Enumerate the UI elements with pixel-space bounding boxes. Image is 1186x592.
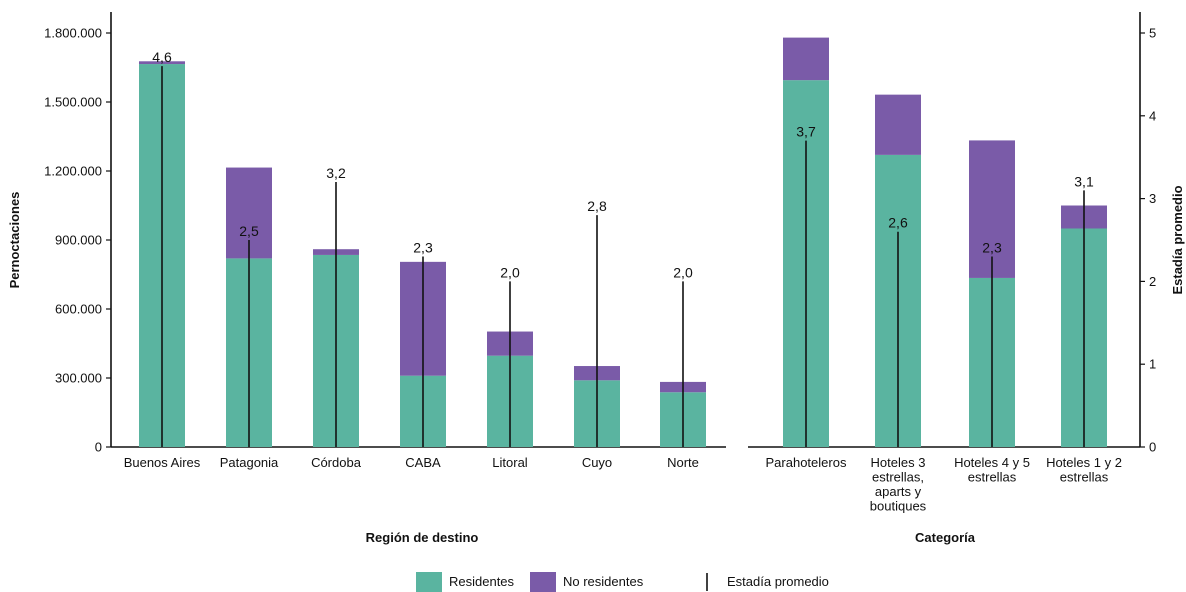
category-label: Cuyo [582, 455, 612, 470]
legend: Residentes No residentes Estadía promedi… [416, 572, 829, 592]
right-axis-tick-label: 2 [1149, 274, 1156, 289]
category-label-line: Norte [667, 455, 699, 470]
right-axis-tick-label: 0 [1149, 440, 1156, 455]
x-axis-title-categoria: Categoría [915, 530, 976, 545]
panel-categoria: 3,7 Parahoteleros 2,6 Hoteles 3 estrellas, ap… [748, 37, 1140, 514]
left-axis-tick-label: 0 [95, 440, 102, 455]
legend-label-no-residentes: No residentes [563, 574, 644, 589]
category-label-line: Buenos Aires [124, 455, 201, 470]
category-label-line: estrellas [968, 470, 1017, 485]
left-axis-tick-label: 1.500.000 [44, 95, 102, 110]
category-label-line: Hoteles 3 [871, 455, 926, 470]
left-axis-tick-label: 1.200.000 [44, 164, 102, 179]
estadia-label: 2,8 [587, 198, 607, 214]
estadia-label: 3,1 [1074, 173, 1094, 189]
category-label-line: boutiques [870, 499, 927, 514]
category-label-line: Hoteles 1 y 2 [1046, 455, 1122, 470]
estadia-label: 2,3 [413, 240, 433, 256]
right-axis-tick-label: 4 [1149, 108, 1156, 123]
category-label-line: Hoteles 4 y 5 [954, 455, 1030, 470]
category-label-line: estrellas, [872, 470, 924, 485]
left-axis-title: Pernoctaciones [7, 192, 22, 289]
category-label: Patagonia [220, 455, 279, 470]
estadia-label: 2,6 [888, 215, 908, 231]
right-axis-tick-label: 3 [1149, 191, 1156, 206]
estadia-label: 2,3 [982, 240, 1002, 256]
estadia-label: 3,2 [326, 165, 346, 181]
legend-label-residentes: Residentes [449, 574, 515, 589]
bar-no-residentes [139, 61, 185, 65]
left-axis-tick-label: 900.000 [55, 233, 102, 248]
panel-region-destino: 4,6 Buenos Aires 2,5 Patagonia 3,2 Córdoba 2,3… [111, 49, 726, 470]
left-axis: 0 300.000 600.000 900.000 1.200.000 1.500.000… [44, 12, 112, 455]
category-label-line: Patagonia [220, 455, 279, 470]
left-axis-tick-label: 300.000 [55, 371, 102, 386]
bar-no-residentes [969, 140, 1015, 278]
category-label: Norte [667, 455, 699, 470]
category-label-line: Cuyo [582, 455, 612, 470]
category-label: Hoteles 3 estrellas, aparts y boutiques [870, 455, 927, 514]
estadia-label: 3,7 [796, 124, 816, 140]
estadia-label: 2,5 [239, 223, 259, 239]
left-axis-tick-label: 600.000 [55, 302, 102, 317]
right-axis-tick-label: 5 [1149, 26, 1156, 41]
category-label: Hoteles 4 y 5 estrellas [954, 455, 1030, 485]
category-label-line: Córdoba [311, 455, 362, 470]
legend-swatch-residentes [416, 572, 442, 592]
legend-swatch-no-residentes [530, 572, 556, 592]
category-label-line: CABA [405, 455, 441, 470]
category-label-line: aparts y [875, 484, 922, 499]
category-label-line: Parahoteleros [766, 455, 847, 470]
category-label: Córdoba [311, 455, 362, 470]
right-axis-tick-label: 1 [1149, 357, 1156, 372]
left-axis-tick-label: 1.800.000 [44, 26, 102, 41]
right-axis-title: Estadía promedio [1170, 185, 1185, 294]
right-axis: 0 1 2 3 4 5 [1139, 12, 1156, 455]
category-label-line: Litoral [492, 455, 528, 470]
estadia-label: 2,0 [500, 264, 520, 280]
category-label-line: estrellas [1060, 470, 1109, 485]
bar-no-residentes [783, 37, 829, 81]
category-label: Hoteles 1 y 2 estrellas [1046, 455, 1122, 485]
category-label: Parahoteleros [766, 455, 847, 470]
bar-no-residentes [875, 94, 921, 155]
legend-label-estadia: Estadía promedio [727, 574, 829, 589]
category-label: CABA [405, 455, 441, 470]
category-label: Litoral [492, 455, 528, 470]
x-axis-title-region: Región de destino [366, 530, 479, 545]
estadia-label: 2,0 [673, 264, 693, 280]
category-label: Buenos Aires [124, 455, 201, 470]
estadia-label: 4,6 [152, 49, 172, 65]
